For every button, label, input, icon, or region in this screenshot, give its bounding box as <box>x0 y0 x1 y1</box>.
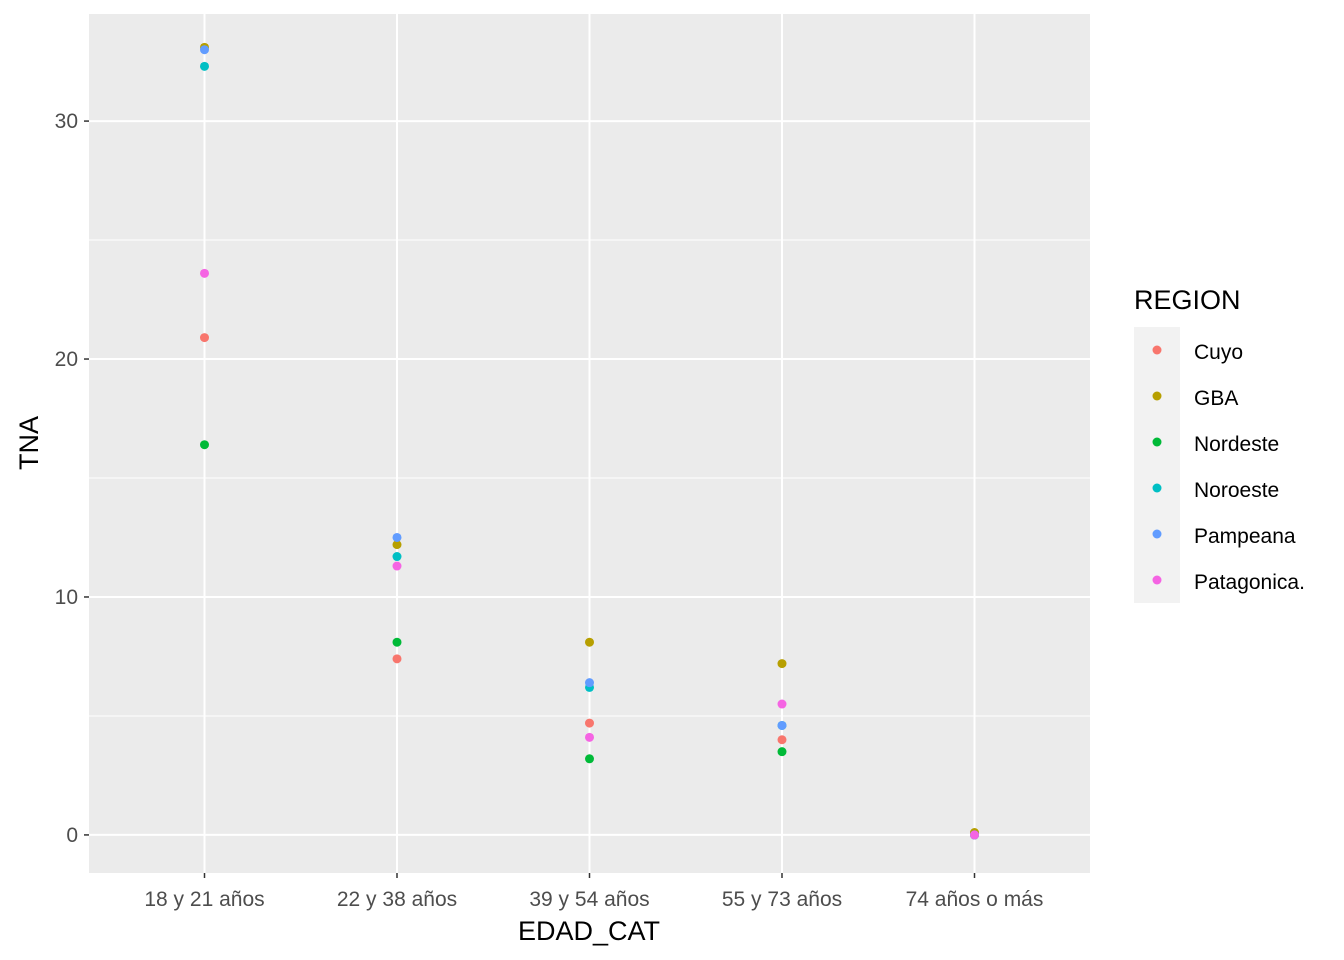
data-point <box>392 654 402 664</box>
data-point <box>200 61 209 71</box>
y-tick-label: 30 <box>55 110 78 133</box>
legend-label: Noroeste <box>1194 479 1279 502</box>
legend-label: Patagonica. <box>1194 571 1305 594</box>
y-axis: 0 10 20 30 <box>55 110 89 847</box>
legend-key-background <box>1134 327 1180 603</box>
data-point <box>585 678 594 688</box>
data-point <box>777 747 787 757</box>
y-tick-label: 20 <box>55 348 78 371</box>
y-tick-label: 0 <box>66 824 78 847</box>
y-axis-title: TNA <box>14 416 44 470</box>
legend-key <box>1152 575 1162 585</box>
legend-label: GBA <box>1194 387 1238 410</box>
x-axis-title: EDAD_CAT <box>518 916 660 946</box>
y-tick-label: 10 <box>55 586 78 609</box>
data-point <box>585 732 594 742</box>
legend-label: Cuyo <box>1194 341 1243 364</box>
data-point <box>392 552 402 562</box>
legend-label: Pampeana <box>1194 525 1296 548</box>
data-point <box>200 333 209 343</box>
data-point <box>392 637 402 647</box>
legend-key <box>1152 529 1162 539</box>
data-point <box>777 699 787 709</box>
data-point <box>200 268 209 278</box>
data-point <box>970 830 979 840</box>
data-point <box>585 637 594 647</box>
data-points <box>200 42 979 840</box>
x-tick-label: 39 y 54 años <box>529 888 649 911</box>
legend-key <box>1152 483 1162 493</box>
x-tick-label: 74 años o más <box>906 888 1044 911</box>
legend: REGION Cuyo GBA Nordeste Noroeste Pampeana Pa… <box>1134 285 1305 603</box>
data-point <box>585 718 594 728</box>
data-point <box>392 561 402 571</box>
x-tick-label: 55 y 73 años <box>722 888 842 911</box>
legend-key <box>1152 391 1162 401</box>
legend-key <box>1152 345 1162 355</box>
x-axis: 18 y 21 años 22 y 38 años 39 y 54 años 55 y… <box>144 873 1043 911</box>
legend-label: Nordeste <box>1194 433 1279 456</box>
data-point <box>777 720 787 730</box>
data-point <box>392 532 402 542</box>
data-point <box>777 659 787 669</box>
legend-title: REGION <box>1134 285 1241 315</box>
legend-key <box>1152 437 1162 447</box>
data-point <box>777 735 787 745</box>
x-tick-label: 22 y 38 años <box>337 888 457 911</box>
data-point <box>200 45 209 55</box>
x-tick-label: 18 y 21 años <box>144 888 264 911</box>
data-point <box>392 540 402 550</box>
data-point <box>585 754 594 764</box>
data-point <box>200 440 209 450</box>
